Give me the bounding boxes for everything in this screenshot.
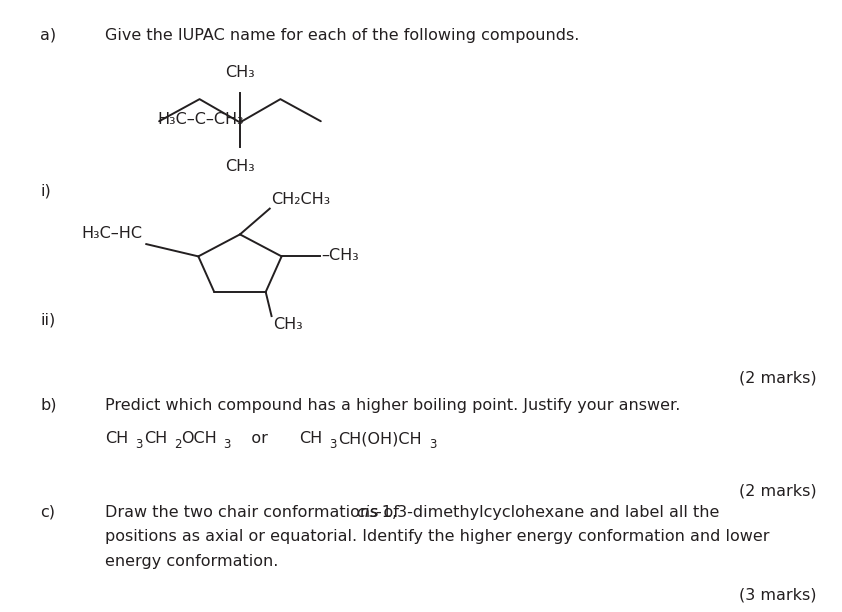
Text: 3: 3	[136, 438, 143, 450]
Text: energy conformation.: energy conformation.	[105, 554, 279, 569]
Text: -1,3-dimethylcyclohexane and label all the: -1,3-dimethylcyclohexane and label all t…	[376, 505, 720, 520]
Text: CH₃: CH₃	[274, 317, 303, 332]
Text: cis: cis	[356, 505, 378, 520]
Text: Give the IUPAC name for each of the following compounds.: Give the IUPAC name for each of the foll…	[105, 28, 579, 43]
Text: OCH: OCH	[181, 431, 216, 447]
Text: b): b)	[40, 398, 57, 413]
Text: i): i)	[40, 184, 51, 199]
Text: Draw the two chair conformations of: Draw the two chair conformations of	[105, 505, 404, 520]
Text: positions as axial or equatorial. Identify the higher energy conformation and lo: positions as axial or equatorial. Identi…	[105, 529, 770, 545]
Text: CH₃: CH₃	[225, 159, 255, 174]
Text: CH: CH	[144, 431, 168, 447]
Text: or: or	[236, 431, 283, 447]
Text: CH: CH	[299, 431, 322, 447]
Text: (2 marks): (2 marks)	[739, 483, 817, 499]
Text: CH(OH)CH: CH(OH)CH	[338, 431, 421, 447]
Text: 3: 3	[223, 438, 231, 450]
Text: Predict which compound has a higher boiling point. Justify your answer.: Predict which compound has a higher boil…	[105, 398, 680, 413]
Text: CH: CH	[105, 431, 129, 447]
Text: c): c)	[40, 505, 56, 520]
Text: a): a)	[40, 28, 56, 43]
Text: H₃C–C–CH₃: H₃C–C–CH₃	[157, 113, 244, 127]
Text: (2 marks): (2 marks)	[739, 370, 817, 386]
Text: H₃C–HC: H₃C–HC	[81, 226, 142, 241]
Text: ii): ii)	[40, 312, 56, 327]
Text: (3 marks): (3 marks)	[739, 588, 817, 603]
Text: 3: 3	[429, 438, 437, 450]
Text: CH₃: CH₃	[225, 64, 255, 80]
Text: 2: 2	[174, 438, 182, 450]
Text: 3: 3	[329, 438, 337, 450]
Text: CH₂CH₃: CH₂CH₃	[271, 192, 331, 207]
Text: –CH₃: –CH₃	[321, 248, 359, 263]
